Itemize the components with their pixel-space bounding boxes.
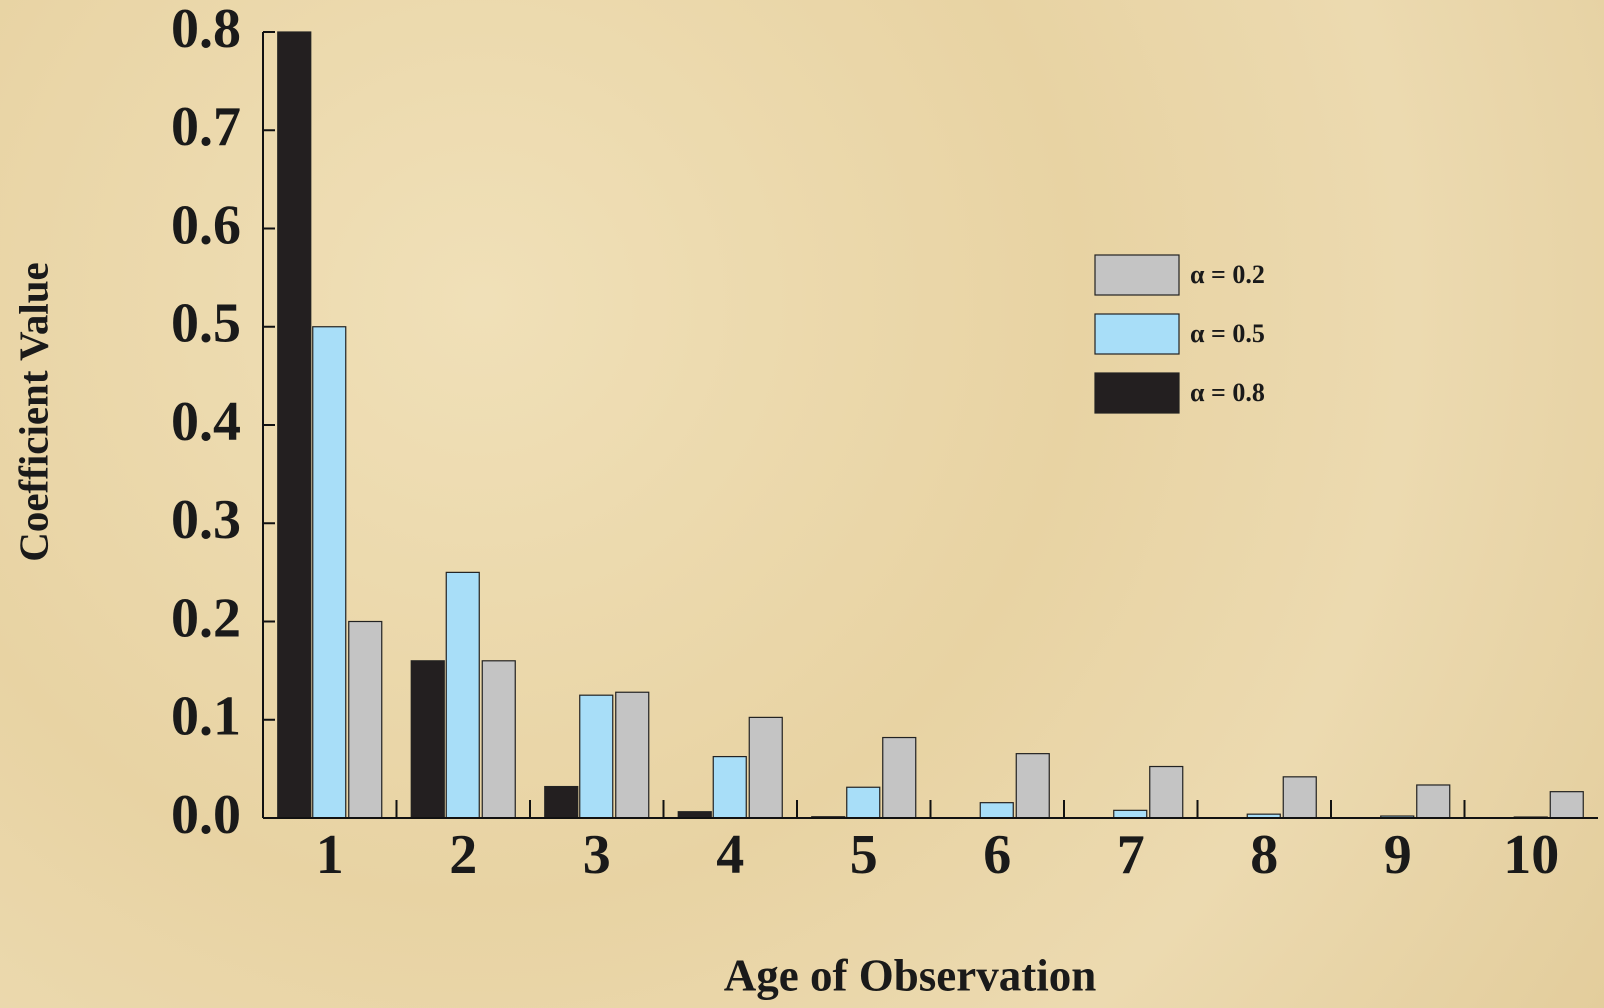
bar xyxy=(748,716,783,819)
y-tick-label: 0.1 xyxy=(171,686,241,748)
bar xyxy=(544,785,579,819)
legend-swatch xyxy=(1094,372,1180,414)
legend-label: α = 0.5 xyxy=(1190,319,1265,348)
bar xyxy=(277,31,312,819)
y-tick-label: 0.4 xyxy=(171,391,241,453)
y-axis-title: Coefficient Value xyxy=(10,262,56,562)
bar xyxy=(481,660,516,819)
x-tick-label: 4 xyxy=(716,824,744,886)
y-tick-label: 0.6 xyxy=(171,194,241,256)
legend-label: α = 0.8 xyxy=(1190,378,1265,407)
x-tick-label: 6 xyxy=(983,824,1011,886)
bar xyxy=(1282,776,1317,819)
bar xyxy=(615,691,650,819)
bar xyxy=(1113,809,1148,819)
bar xyxy=(1416,784,1451,819)
x-tick-label: 1 xyxy=(316,824,344,886)
x-tick-label: 5 xyxy=(850,824,878,886)
y-tick-label: 0.2 xyxy=(171,587,241,649)
x-tick-label: 7 xyxy=(1117,824,1145,886)
bar xyxy=(1149,765,1184,819)
legend-label: α = 0.2 xyxy=(1190,260,1265,289)
x-tick-label: 3 xyxy=(583,824,611,886)
x-tick-label: 8 xyxy=(1250,824,1278,886)
bar xyxy=(410,660,445,819)
y-tick-label: 0.7 xyxy=(171,96,241,158)
x-tick-label: 9 xyxy=(1384,824,1412,886)
bar xyxy=(882,736,917,819)
x-axis-title: Age of Observation xyxy=(724,950,1096,1000)
legend-swatch xyxy=(1094,254,1180,296)
x-tick-label: 2 xyxy=(449,824,477,886)
x-tick-label: 10 xyxy=(1503,824,1559,886)
bar xyxy=(312,326,347,819)
bar xyxy=(979,802,1014,819)
bar xyxy=(579,694,614,819)
bar xyxy=(712,755,747,819)
bar xyxy=(445,571,480,819)
y-tick-label: 0.0 xyxy=(171,784,241,846)
bar xyxy=(846,786,881,819)
y-tick-label: 0.5 xyxy=(171,293,241,355)
y-tick-label: 0.3 xyxy=(171,489,241,551)
legend-swatch xyxy=(1094,313,1180,355)
bar xyxy=(348,620,383,819)
y-tick-label: 0.8 xyxy=(171,0,241,60)
bar xyxy=(1015,753,1050,819)
bar xyxy=(1549,791,1584,819)
